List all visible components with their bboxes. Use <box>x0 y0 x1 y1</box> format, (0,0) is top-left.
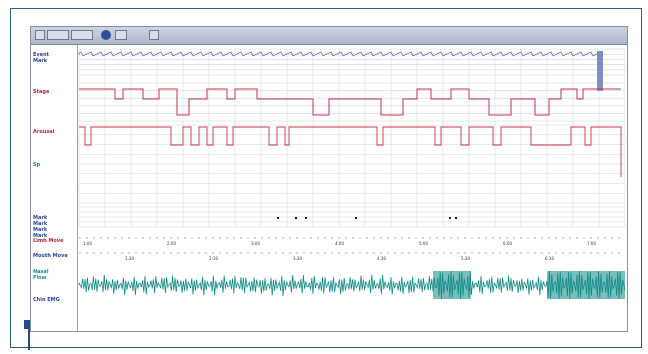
channel-label: Chin EMG <box>33 297 60 303</box>
channel-label: Nasal Flow <box>33 269 49 281</box>
time-tick-label: 5:00 <box>419 241 428 246</box>
channel-label: Mark Mark Mark Mark <box>33 215 48 239</box>
time-tick-label: 7:00 <box>587 241 596 246</box>
frame-corner-marker <box>24 320 33 329</box>
time-tick-label: 3:30 <box>293 256 302 261</box>
frame-corner-line <box>28 328 30 350</box>
record-icon[interactable] <box>101 30 111 40</box>
arrow-icon[interactable] <box>35 30 45 40</box>
time-tick-label: 1:00 <box>83 241 92 246</box>
channel-label: Event Mark <box>33 52 50 64</box>
time-tick-label: 4:30 <box>377 256 386 261</box>
signal-plot: 1:00 2:00 3:00 4:00 5:00 6:00 7:00 1:30 2:30 3:30… <box>78 48 626 300</box>
event-dot <box>277 217 279 219</box>
flow-burst <box>547 271 625 299</box>
window-icon[interactable] <box>71 30 93 40</box>
polysomnography-window: Event Mark Stage Arousal Sp Mark Mark Mark Mark L… <box>30 26 628 332</box>
toolbar <box>31 27 627 45</box>
flow-waveform <box>78 270 626 300</box>
event-trace <box>78 51 598 57</box>
channel-label: Arousal <box>33 129 55 135</box>
time-tick-label: 6:00 <box>503 241 512 246</box>
time-tick-label: 4:00 <box>335 241 344 246</box>
figure-frame <box>10 8 642 348</box>
channel-label: Stage <box>33 89 50 95</box>
event-dot <box>449 217 451 219</box>
channel-label: Sp <box>33 162 41 168</box>
event-marker <box>597 51 603 91</box>
channel-label-panel: Event Mark Stage Arousal Sp Mark Mark Mark Mark L… <box>31 45 78 331</box>
time-tick-label: 6:30 <box>545 256 554 261</box>
flow-burst <box>433 271 471 299</box>
cursor-icon[interactable] <box>149 30 159 40</box>
event-dot <box>305 217 307 219</box>
event-dot <box>295 217 297 219</box>
stop-icon[interactable] <box>115 30 127 40</box>
time-tick-label: 3:00 <box>251 241 260 246</box>
time-tick-label: 2:00 <box>167 241 176 246</box>
channel-label: Limb Move <box>33 238 64 244</box>
event-dot <box>455 217 457 219</box>
time-tick-label: 1:30 <box>125 256 134 261</box>
arousal-trace <box>79 126 622 177</box>
hypnogram-trace <box>79 88 621 116</box>
channel-label: Mouth Move <box>33 253 68 259</box>
window-icon[interactable] <box>47 30 69 40</box>
time-tick-label: 2:30 <box>209 256 218 261</box>
event-dot <box>355 217 357 219</box>
time-tick-label: 5:30 <box>461 256 470 261</box>
